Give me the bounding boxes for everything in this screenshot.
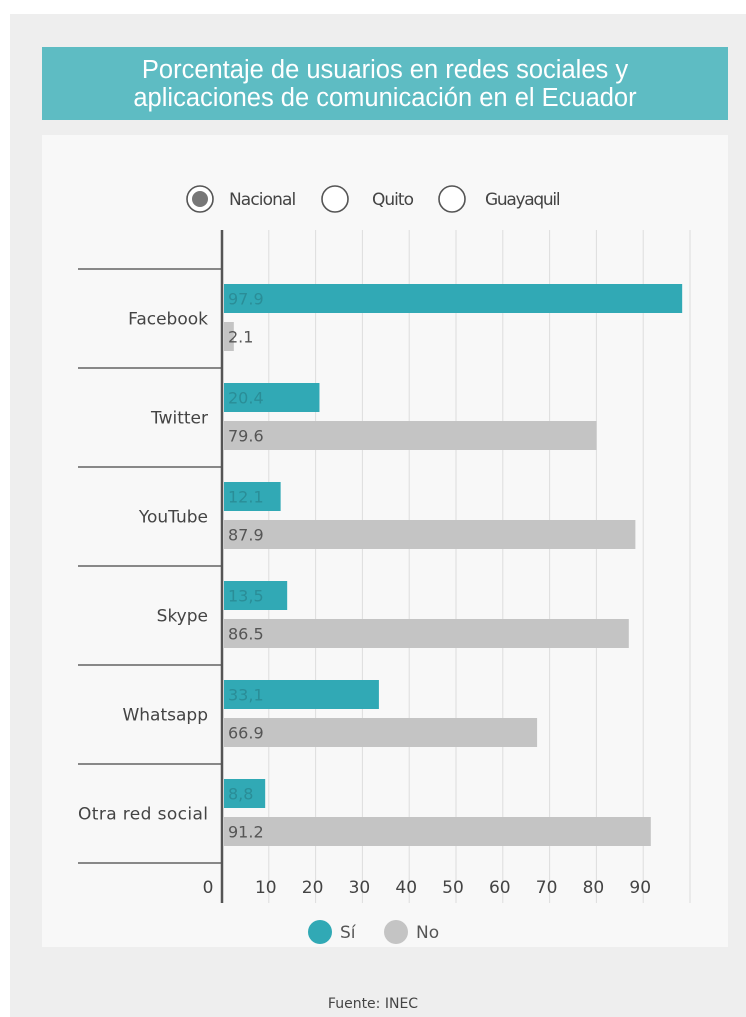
bar-no-twitter[interactable]: [224, 421, 597, 450]
data-label: 33,1: [228, 686, 264, 705]
data-label: 97.9: [228, 290, 264, 309]
category-label: Otra red social: [78, 805, 208, 825]
x-tick-label: 30: [349, 878, 371, 898]
x-tick-label: 20: [302, 878, 324, 898]
data-label: 87.9: [228, 526, 264, 545]
x-tick-label: 10: [255, 878, 277, 898]
x-tick-label: 60: [489, 878, 511, 898]
x-tick-label: 80: [583, 878, 605, 898]
radio-label: Guayaquil: [485, 190, 561, 210]
radio-quito[interactable]: Quito: [321, 185, 414, 213]
bar-si-skype[interactable]: [224, 581, 288, 610]
x-tick-label: 50: [442, 878, 464, 898]
radio-label: Nacional: [229, 190, 296, 210]
category-separators: [78, 268, 222, 864]
x-tick-label: 90: [629, 878, 651, 898]
bars: 97.9 2.1 20.4 79.6 12.1 87.9 13,5 86.5 33,1 66.9 8…: [224, 284, 683, 846]
radio-dot: [192, 191, 208, 207]
bar-si-youtube[interactable]: [224, 482, 281, 511]
radio-circle[interactable]: [438, 185, 466, 213]
bar-no-skype[interactable]: [224, 619, 629, 648]
x-tick-label: 40: [395, 878, 417, 898]
x-tick-labels: 0 10 20 30 40 50 60 70 80 90: [203, 878, 651, 898]
category-label: Skype: [157, 607, 208, 627]
chart-panel: 97.9 2.1 20.4 79.6 12.1 87.9 13,5 86.5 33,1 66.9 8…: [42, 135, 728, 947]
data-label: 8,8: [228, 785, 253, 804]
radio-guayaquil[interactable]: Guayaquil: [438, 185, 561, 213]
region-filter: Nacional Quito Guayaquil: [186, 185, 561, 213]
data-label: 13,5: [228, 587, 264, 606]
x-tick-label: 70: [536, 878, 558, 898]
data-label: 20.4: [228, 389, 264, 408]
radio-circle[interactable]: [321, 185, 349, 213]
legend: Sí No: [308, 920, 439, 944]
legend-swatch-no: [384, 920, 408, 944]
bar-si-otra-red-social[interactable]: [224, 779, 266, 808]
radio-nacional[interactable]: Nacional: [186, 185, 296, 213]
bar-no-facebook[interactable]: [224, 322, 234, 351]
legend-label: No: [416, 923, 439, 943]
title-banner: Porcentaje de usuarios en redes sociales…: [42, 47, 728, 120]
data-label: 91.2: [228, 823, 264, 842]
data-label: 66.9: [228, 724, 264, 743]
radio-label: Quito: [372, 190, 414, 210]
bar-si-facebook[interactable]: [224, 284, 683, 313]
grid-lines: [268, 230, 691, 903]
category-labels: Facebook Twitter YouTube Skype Whatsapp Otra …: [78, 310, 208, 825]
category-label: YouTube: [138, 508, 208, 528]
data-label: 79.6: [228, 427, 264, 446]
data-label: 86.5: [228, 625, 264, 644]
x-tick-label: 0: [203, 878, 214, 898]
legend-label: Sí: [340, 923, 357, 943]
category-label: Facebook: [128, 310, 208, 330]
data-label: 12.1: [228, 488, 264, 507]
category-label: Whatsapp: [122, 706, 208, 726]
bar-no-whatsapp[interactable]: [224, 718, 538, 747]
bar-chart: 97.9 2.1 20.4 79.6 12.1 87.9 13,5 86.5 33,1 66.9 8…: [78, 185, 691, 944]
bar-si-twitter[interactable]: [224, 383, 320, 412]
data-label: 2.1: [228, 328, 253, 347]
bar-si-whatsapp[interactable]: [224, 680, 379, 709]
bar-no-youtube[interactable]: [224, 520, 636, 549]
bar-no-otra-red-social[interactable]: [224, 817, 651, 846]
category-label: Twitter: [150, 409, 208, 429]
chart-title: Porcentaje de usuarios en redes sociales…: [133, 55, 637, 112]
legend-swatch-si: [308, 920, 332, 944]
source-note: Fuente: INEC: [327, 996, 419, 1012]
